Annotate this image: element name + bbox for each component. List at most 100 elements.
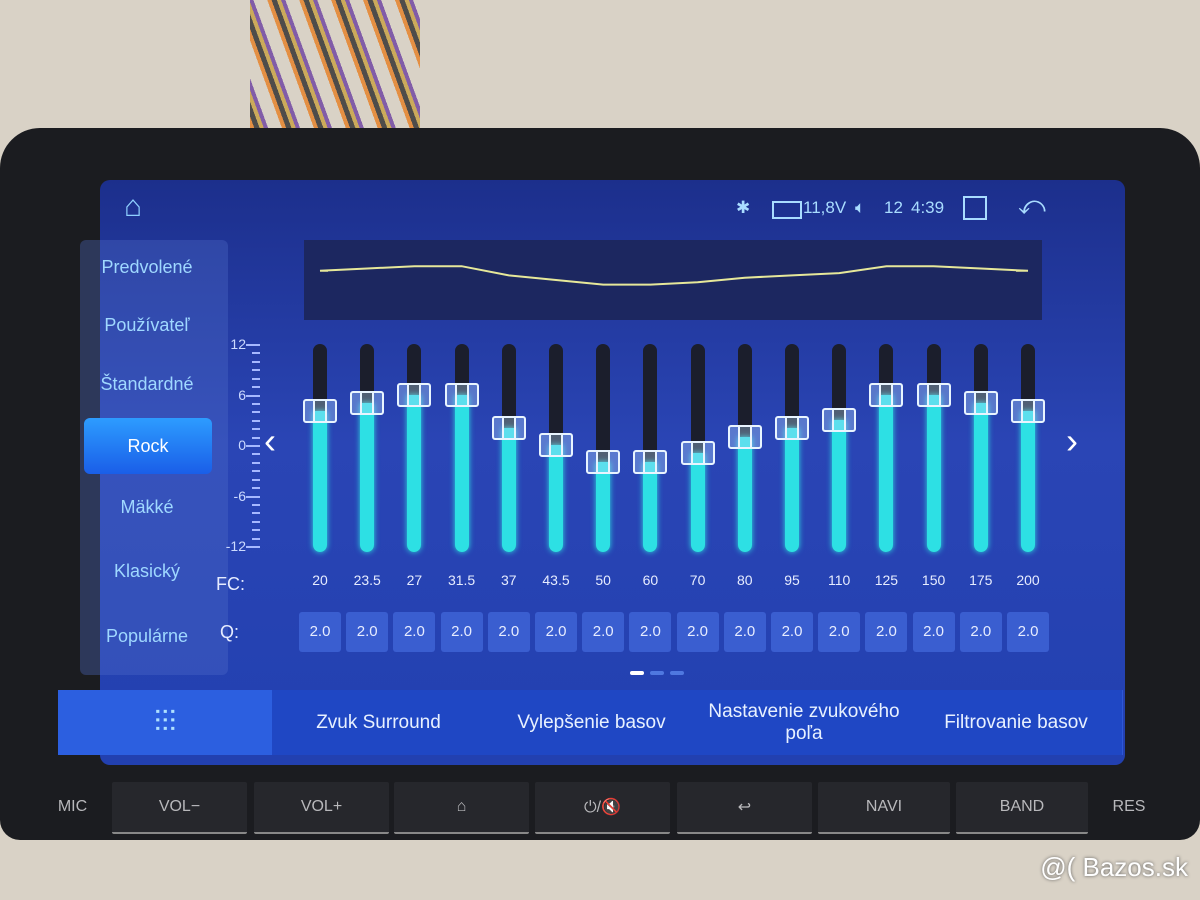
preset-1[interactable]: Používateľ xyxy=(104,315,190,335)
q-button[interactable]: 2.0 xyxy=(299,612,341,652)
multi-window-icon[interactable] xyxy=(963,196,987,220)
q-button[interactable]: 2.0 xyxy=(393,612,436,652)
equalizer-sliders-icon: ⫶⫶⫶ xyxy=(153,705,177,739)
tab-3[interactable]: Nastavenie zvukového poľa xyxy=(698,690,911,755)
home-icon[interactable]: ⌂ xyxy=(124,190,143,223)
scale-tick xyxy=(252,520,260,523)
hardware-button-1[interactable]: VOL− xyxy=(112,782,247,834)
slider-fill xyxy=(407,394,422,552)
q-button[interactable]: 2.0 xyxy=(1007,612,1049,652)
scale-tick xyxy=(252,512,260,515)
scale-tick xyxy=(246,445,260,447)
fc-value: 125 xyxy=(874,572,899,588)
q-button[interactable]: 2.0 xyxy=(723,612,766,652)
slider-knob[interactable] xyxy=(397,382,432,407)
fc-value: 200 xyxy=(1016,572,1040,588)
slider-knob[interactable] xyxy=(869,382,904,407)
scale-tick xyxy=(252,352,260,355)
preset-2[interactable]: Štandardné xyxy=(100,374,194,394)
q-button[interactable]: 2.0 xyxy=(912,612,955,652)
slider-knob[interactable] xyxy=(775,416,809,441)
slider-knob[interactable] xyxy=(586,449,621,474)
speaker-icon: 🔈︎ xyxy=(855,198,866,217)
slider-knob[interactable] xyxy=(444,382,479,407)
voltage: 11,8V xyxy=(803,198,847,217)
scale-tick xyxy=(246,495,260,498)
fc-value: 23.5 xyxy=(353,572,381,588)
slider-fill xyxy=(454,394,469,552)
tab-equalizer[interactable]: ⫶⫶⫶ xyxy=(58,690,273,755)
slider-fill xyxy=(973,402,988,552)
tab-2[interactable]: Vylepšenie basov xyxy=(485,690,699,755)
slider-knob[interactable] xyxy=(491,416,526,441)
preset-0[interactable]: Predvolené xyxy=(101,257,193,277)
slider-fill xyxy=(879,394,894,552)
bluetooth-icon: ✱ xyxy=(736,198,751,217)
q-button[interactable]: 2.0 xyxy=(582,612,625,652)
q-button[interactable]: 2.0 xyxy=(346,612,389,652)
fc-value: 95 xyxy=(784,572,800,588)
preset-6[interactable]: Populárne xyxy=(105,626,189,646)
slider-knob[interactable] xyxy=(822,407,857,432)
preset-4[interactable]: Mäkké xyxy=(120,497,174,517)
slider-fill xyxy=(690,453,705,552)
hardware-button-5[interactable]: ↩ xyxy=(677,782,812,834)
fc-value: 60 xyxy=(642,572,659,588)
slider-knob[interactable] xyxy=(539,433,573,457)
q-button[interactable]: 2.0 xyxy=(676,612,719,652)
q-button[interactable]: 2.0 xyxy=(535,612,577,652)
slider-knob[interactable] xyxy=(303,399,337,424)
back-arrow-icon[interactable]: ⤺ xyxy=(1018,190,1046,220)
watermark: @( Bazos.sk xyxy=(1040,852,1188,882)
eq-curve-preview xyxy=(304,240,1042,320)
previous-page-arrow[interactable]: ‹ xyxy=(264,420,276,461)
slider-fill xyxy=(832,419,847,552)
q-button[interactable]: 2.0 xyxy=(865,612,908,652)
scale-tick xyxy=(252,360,260,363)
hardware-button-8[interactable]: RES xyxy=(1112,798,1146,815)
scale-tick xyxy=(252,436,260,439)
scale-tick xyxy=(252,386,260,389)
hardware-button-7[interactable]: BAND xyxy=(956,782,1088,834)
scale-tick xyxy=(252,478,260,481)
slider-fill xyxy=(643,461,658,552)
battery-icon xyxy=(772,201,802,219)
q-button[interactable]: 2.0 xyxy=(771,612,813,652)
next-page-arrow[interactable]: › xyxy=(1066,420,1078,461)
scale-tick xyxy=(246,344,260,346)
slider-knob[interactable] xyxy=(963,390,998,415)
scale-tick xyxy=(252,529,260,532)
q-button[interactable]: 2.0 xyxy=(959,612,1002,652)
hardware-button-6[interactable]: NAVI xyxy=(818,782,950,834)
slider-knob[interactable] xyxy=(350,390,385,415)
fc-value: 110 xyxy=(828,572,851,588)
scale-tick xyxy=(252,419,260,422)
q-button[interactable]: 2.0 xyxy=(629,612,672,652)
scale-label: -6 xyxy=(233,487,246,504)
scale-tick xyxy=(252,453,260,456)
hardware-button-2[interactable]: VOL+ xyxy=(254,782,389,834)
q-button[interactable]: 2.0 xyxy=(487,612,530,652)
hardware-button-0[interactable]: MIC xyxy=(57,798,88,815)
slider-fill xyxy=(549,445,563,552)
slider-fill xyxy=(596,461,611,552)
tab-4[interactable]: Filtrovanie basov xyxy=(910,690,1123,755)
slider-knob[interactable] xyxy=(916,382,951,407)
q-button[interactable]: 2.0 xyxy=(440,612,483,652)
q-button[interactable]: 2.0 xyxy=(818,612,861,652)
hardware-button-3[interactable]: ⌂ xyxy=(394,782,529,834)
preset-5[interactable]: Klasický xyxy=(113,561,180,581)
scale-tick xyxy=(252,537,260,540)
slider-knob[interactable] xyxy=(680,441,715,466)
preset-3[interactable]: Rock xyxy=(84,418,212,474)
volume-level: 12 xyxy=(884,198,903,217)
fc-value: 175 xyxy=(969,572,993,588)
slider-fill xyxy=(501,428,516,552)
scale-tick xyxy=(252,428,260,431)
slider-knob[interactable] xyxy=(633,449,668,474)
scale-tick xyxy=(252,369,260,372)
slider-knob[interactable] xyxy=(727,424,762,449)
tab-1[interactable]: Zvuk Surround xyxy=(272,690,486,755)
slider-knob[interactable] xyxy=(1011,399,1045,424)
hardware-button-4[interactable]: ⏻/🔇 xyxy=(535,782,670,834)
